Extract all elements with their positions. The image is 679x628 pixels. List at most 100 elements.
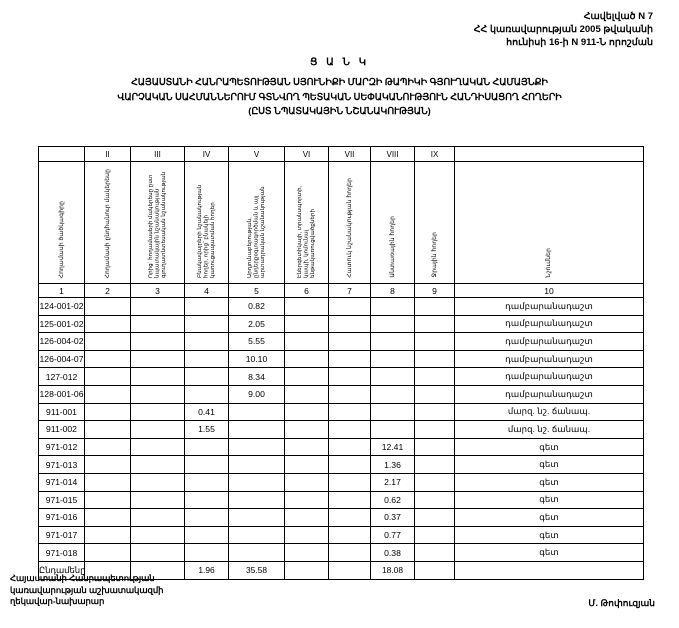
cell-c6 xyxy=(284,455,329,474)
cell-c2 xyxy=(84,472,131,492)
roman-cell-7: VII xyxy=(328,146,371,162)
cell-code: 971-017 xyxy=(38,525,85,545)
cell-c3 xyxy=(130,402,185,422)
cell-total-label: Ընդամենը xyxy=(38,560,85,580)
cell-c8 xyxy=(370,332,415,351)
cell-code: 127-012 xyxy=(38,367,85,386)
signature-name: Մ. Թոփուզյան xyxy=(588,598,655,608)
column-header-industrial: Արդյունաբերության, ընդերքօգտագործման և ա… xyxy=(228,161,285,284)
cell-c8 xyxy=(370,349,415,369)
table-vertical-header-row: Հողամասի ծածկագիրը Հողամասի ընդհանուր մա… xyxy=(38,161,644,284)
roman-cell-1 xyxy=(38,146,85,162)
cell-c6 xyxy=(284,332,329,351)
cell-c7 xyxy=(328,314,371,334)
number-cell-5: 5 xyxy=(228,283,285,298)
column-header-forest: Անտառային հողեր xyxy=(370,161,415,284)
number-cell-7: 7 xyxy=(328,283,371,298)
cell-c5: 8.34 xyxy=(228,367,285,386)
cell-note: դամբարանադաշտ xyxy=(454,349,644,369)
document-header: Հավելված N 7 ՀՀ կառավարության 2005 թվակա… xyxy=(474,10,653,49)
cell-c8 xyxy=(370,384,415,404)
cell-code: 911-002 xyxy=(38,420,85,439)
cell-note: գետ xyxy=(454,472,644,492)
table-row: 911-002 1.55 մարզ. նշ. ճանապ. xyxy=(38,420,644,439)
cell-c2 xyxy=(84,437,131,457)
number-cell-1: 1 xyxy=(38,283,85,298)
cell-c6 xyxy=(284,402,329,422)
cell-c2 xyxy=(84,420,131,439)
column-header-code: Հողամասի ծածկագիրը xyxy=(38,161,85,284)
cell-c8: 2.17 xyxy=(370,472,415,492)
column-header-notes: Նշումներ xyxy=(454,161,644,284)
cell-c4 xyxy=(184,543,229,562)
cell-note: գետ xyxy=(454,508,644,527)
cell-c4 xyxy=(184,508,229,527)
table-row: 125-001-02 2.05 դամբարանադաշտ xyxy=(38,314,644,334)
cell-c4 xyxy=(184,314,229,334)
cell-c4 xyxy=(184,384,229,404)
cell-c6 xyxy=(284,525,329,545)
cell-c5 xyxy=(228,472,285,492)
cell-total-c8: 18.08 xyxy=(370,560,415,580)
cell-code: 971-012 xyxy=(38,437,85,457)
table-roman-header-row: II III IV V VI VII VIII IX xyxy=(38,146,644,162)
cell-c7 xyxy=(328,349,371,369)
roman-cell-4: IV xyxy=(184,146,229,162)
cell-c9 xyxy=(414,367,455,386)
cell-c3 xyxy=(130,314,185,334)
cell-c9 xyxy=(414,384,455,404)
cell-c8 xyxy=(370,420,415,439)
cell-c2 xyxy=(84,543,131,562)
cell-c7 xyxy=(328,384,371,404)
cell-c8: 0.38 xyxy=(370,543,415,562)
cell-total-c9 xyxy=(414,560,455,580)
cell-c3 xyxy=(130,525,185,545)
table-row: 911-001 0.41 մարզ. նշ. ճանապ. xyxy=(38,402,644,422)
cell-c2 xyxy=(84,525,131,545)
cell-c7 xyxy=(328,472,371,492)
cell-c2 xyxy=(84,508,131,527)
cell-c2 xyxy=(84,384,131,404)
cell-c4 xyxy=(184,525,229,545)
footer-line-1: Հայաստանի Հանրապետության xyxy=(10,573,155,583)
cell-c3 xyxy=(130,472,185,492)
cell-code: 126-004-02 xyxy=(38,332,85,351)
cell-c4 xyxy=(184,455,229,474)
cell-c5 xyxy=(228,490,285,510)
cell-c3 xyxy=(130,437,185,457)
cell-note: դամբարանադաշտ xyxy=(454,384,644,404)
number-cell-4: 4 xyxy=(184,283,229,298)
cell-code: 971-014 xyxy=(38,472,85,492)
cell-c3 xyxy=(130,508,185,527)
cell-code: 126-004-07 xyxy=(38,349,85,369)
column-header-total-area: Հողամասի ընդհանուր մակերեսը xyxy=(84,161,131,284)
table-row: 124-001-02 0.82 դամբարանադաշտ xyxy=(38,297,644,316)
title-line-1: ՀԱՅԱՍՏԱՆԻ ՀԱՆՐԱՊԵՏՈՒԹՅԱՆ ՍՅՈՒՆԻՔԻ ՄԱՐԶԻ … xyxy=(131,77,548,87)
column-header-energy-transport: Էներգետիկայի, տրանսպորտի, կապի, կոմունալ… xyxy=(284,161,329,284)
signature-block-left: Հայաստանի Հանրապետության կառավարության ա… xyxy=(10,573,163,608)
cell-c6 xyxy=(284,437,329,457)
cell-c7 xyxy=(328,490,371,510)
cell-c8: 0.77 xyxy=(370,525,415,545)
cell-c5 xyxy=(228,508,285,527)
cell-c6 xyxy=(284,543,329,562)
column-header-protected-areas: Հատուկ նշանակության հողեր xyxy=(328,161,371,284)
table-row: 128-001-06 9.00 դամբարանադաշտ xyxy=(38,384,644,404)
cell-note: դամբարանադաշտ xyxy=(454,332,644,351)
cell-note: գետ xyxy=(454,525,644,545)
cell-c7 xyxy=(328,332,371,351)
cell-c7 xyxy=(328,297,371,316)
number-cell-10: 10 xyxy=(454,283,644,298)
cell-c4 xyxy=(184,490,229,510)
footer-line-2: կառավարության աշխատակազմի xyxy=(10,584,164,595)
title-line-2: ՎԱՐՉԱԿԱՆ ՍԱՀՄԱՆՆԵՐՈՒՄ ԳՏՆՎՈՂ ՊԵՏԱԿԱՆ ՍԵՓ… xyxy=(117,91,562,102)
table-row: 127-012 8.34 դամբարանադաշտ xyxy=(38,367,644,386)
column-header-water: Ջրային հողեր xyxy=(414,161,455,284)
cell-c7 xyxy=(328,437,371,457)
cell-c7 xyxy=(328,543,371,562)
cell-note: դամբարանադաշտ xyxy=(454,314,644,334)
roman-cell-2: II xyxy=(84,146,131,162)
cell-c7 xyxy=(328,402,371,422)
cell-c6 xyxy=(284,420,329,439)
